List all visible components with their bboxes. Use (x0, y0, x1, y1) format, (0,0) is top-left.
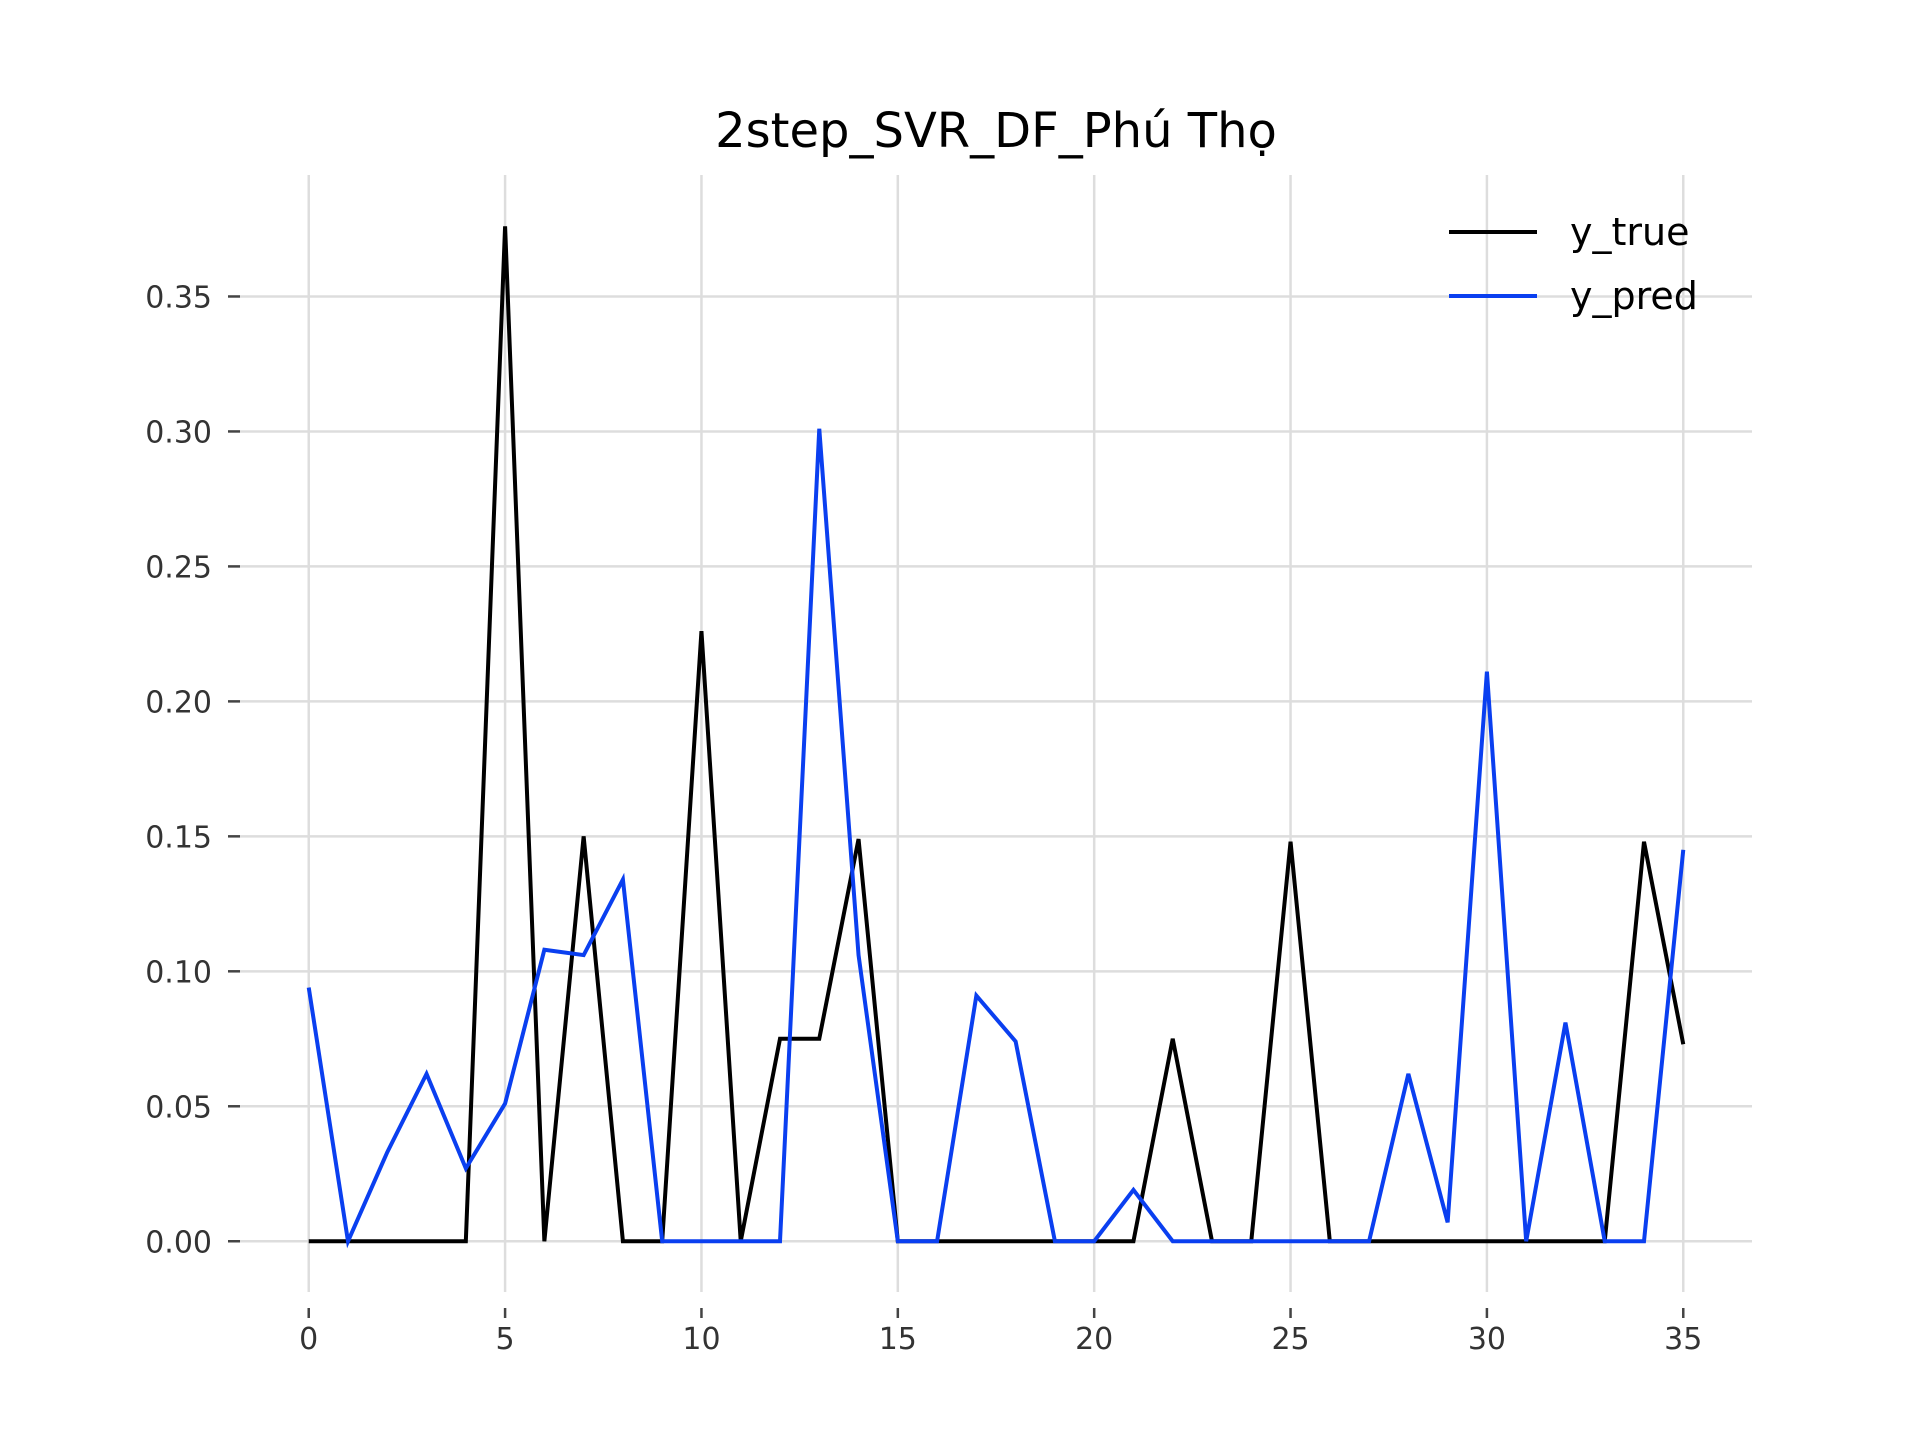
x-tick-label: 10 (682, 1322, 720, 1357)
x-tick-label: 25 (1271, 1322, 1309, 1357)
y-tick-label: 0.25 (145, 550, 212, 585)
series-line-y-true (308, 226, 1686, 1244)
y-tick-label: 0.10 (145, 955, 212, 990)
legend-label-y-pred: y_pred (1570, 274, 1698, 318)
y-tick-label: 0.30 (145, 415, 212, 450)
axis-ticks: 0 5 10 15 20 25 30 35 0.00 0.05 0.10 0.15 0.20 0.25 0.… (145, 280, 1702, 1357)
series-lines (306, 226, 1686, 1249)
x-tick-label: 5 (496, 1322, 515, 1357)
y-tick-label: 0.05 (145, 1090, 212, 1125)
x-tick-label: 15 (879, 1322, 917, 1357)
y-tick-label: 0.15 (145, 820, 212, 855)
legend: y_true y_pred (1449, 210, 1698, 318)
grid (240, 175, 1752, 1292)
chart-title: 2step_SVR_DF_Phú Thọ (715, 103, 1277, 159)
y-tick-label: 0.20 (145, 685, 212, 720)
x-tick-label: 30 (1468, 1322, 1506, 1357)
x-tick-label: 0 (299, 1322, 318, 1357)
x-tick-label: 35 (1664, 1322, 1702, 1357)
x-tick-label: 20 (1075, 1322, 1113, 1357)
y-tick-label: 0.00 (145, 1225, 212, 1260)
y-tick-label: 0.35 (145, 280, 212, 315)
series-line-y-pred (306, 428, 1686, 1249)
legend-label-y-true: y_true (1570, 210, 1689, 254)
